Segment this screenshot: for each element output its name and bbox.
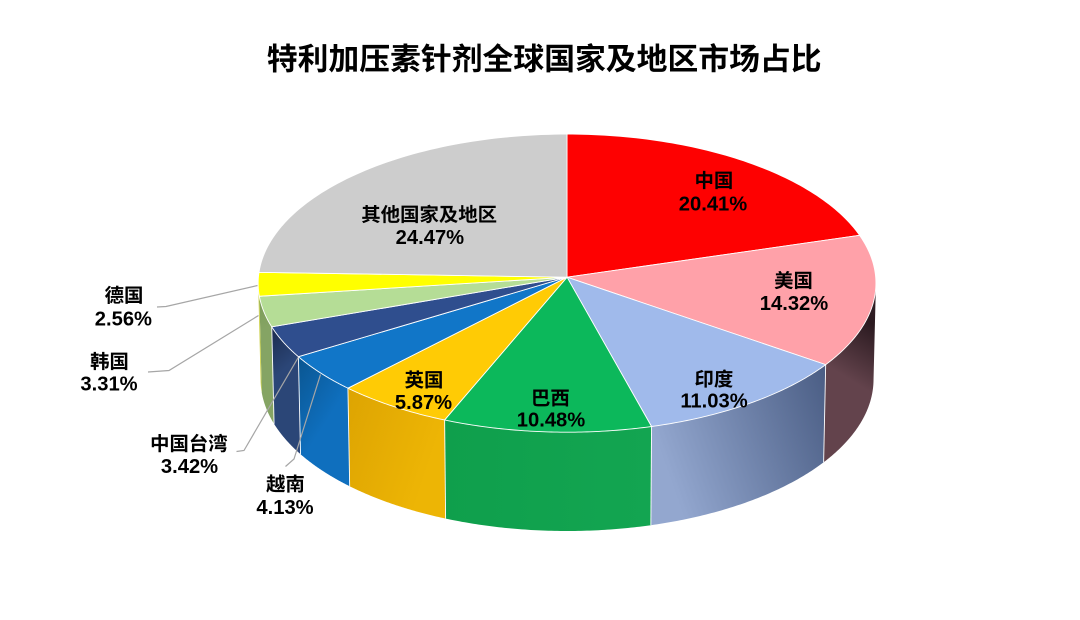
svg-text:14.32%: 14.32% bbox=[760, 293, 829, 315]
svg-text:2.56%: 2.56% bbox=[95, 308, 152, 330]
svg-text:4.13%: 4.13% bbox=[256, 497, 313, 519]
svg-text:11.03%: 11.03% bbox=[680, 390, 747, 412]
svg-text:20.41%: 20.41% bbox=[679, 194, 748, 216]
svg-text:24.47%: 24.47% bbox=[396, 227, 465, 249]
svg-text:10.48%: 10.48% bbox=[517, 410, 586, 432]
svg-text:3.42%: 3.42% bbox=[161, 456, 218, 478]
svg-text:5.87%: 5.87% bbox=[395, 392, 452, 414]
svg-text:3.31%: 3.31% bbox=[80, 373, 137, 395]
